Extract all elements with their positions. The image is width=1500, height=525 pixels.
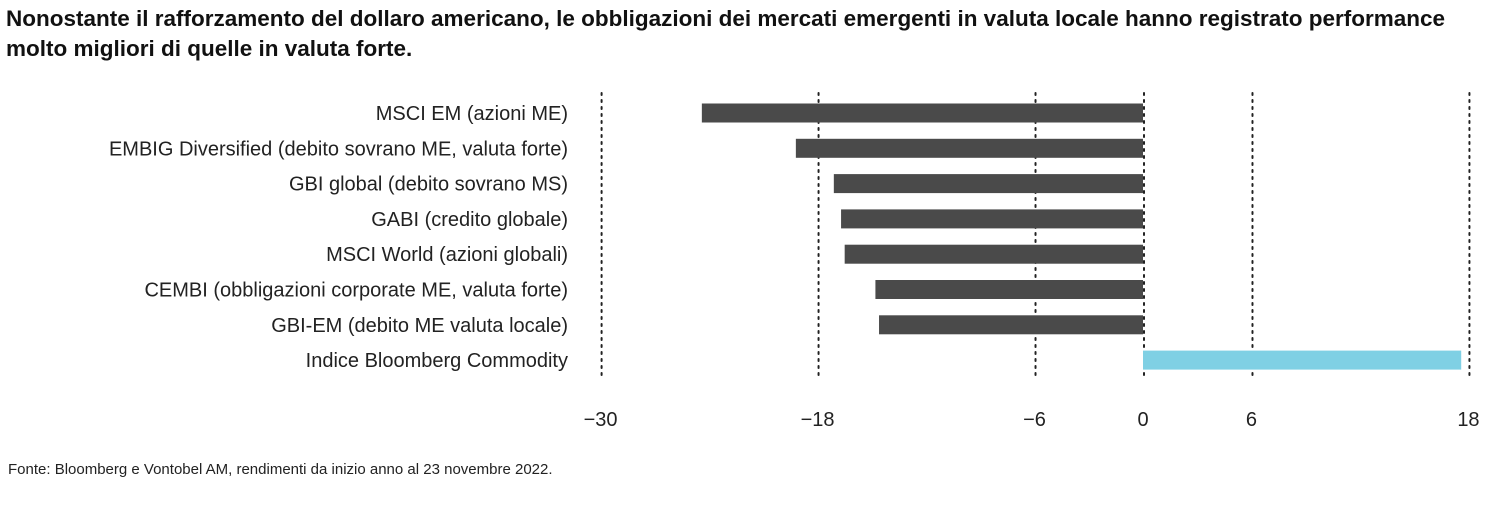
bar-chart: MSCI EM (azioni ME) EMBIG Diversified (de… — [109, 92, 1480, 431]
bar — [1143, 350, 1462, 370]
category-label: GBI global (debito sovrano MS) — [289, 174, 568, 196]
bar — [844, 244, 1143, 264]
category-label: CEMBI (obbligazioni corporate ME, valuta… — [144, 280, 568, 302]
bar — [879, 315, 1143, 335]
x-tick-label: 18 — [1457, 409, 1479, 431]
bar — [833, 174, 1143, 194]
category-label: MSCI World (azioni globali) — [326, 244, 568, 266]
x-tick-label: 6 — [1246, 409, 1257, 431]
source-note: Fonte: Bloomberg e Vontobel AM, rendimen… — [8, 461, 553, 478]
category-label: EMBIG Diversified (debito sovrano ME, va… — [109, 138, 568, 160]
category-label: GBI-EM (debito ME valuta locale) — [271, 315, 568, 337]
chart-title: Nonostante il rafforzamento del dollaro … — [6, 6, 1446, 61]
category-label: Indice Bloomberg Commodity — [306, 350, 568, 372]
grid-lines — [600, 92, 1471, 381]
bar — [841, 209, 1143, 229]
category-labels: MSCI EM (azioni ME) EMBIG Diversified (de… — [109, 103, 568, 372]
bar — [701, 103, 1143, 123]
category-label: GABI (credito globale) — [371, 209, 568, 231]
x-tick-label: −30 — [584, 409, 618, 431]
bars — [701, 103, 1462, 370]
bar — [795, 138, 1143, 158]
x-tick-label: 0 — [1137, 409, 1148, 431]
bar — [875, 280, 1143, 299]
x-tick-label: −18 — [801, 409, 835, 431]
category-label: MSCI EM (azioni ME) — [376, 103, 568, 125]
x-axis-ticks: −30 −18 −6 0 6 18 — [584, 409, 1480, 431]
x-tick-label: −6 — [1023, 409, 1046, 431]
